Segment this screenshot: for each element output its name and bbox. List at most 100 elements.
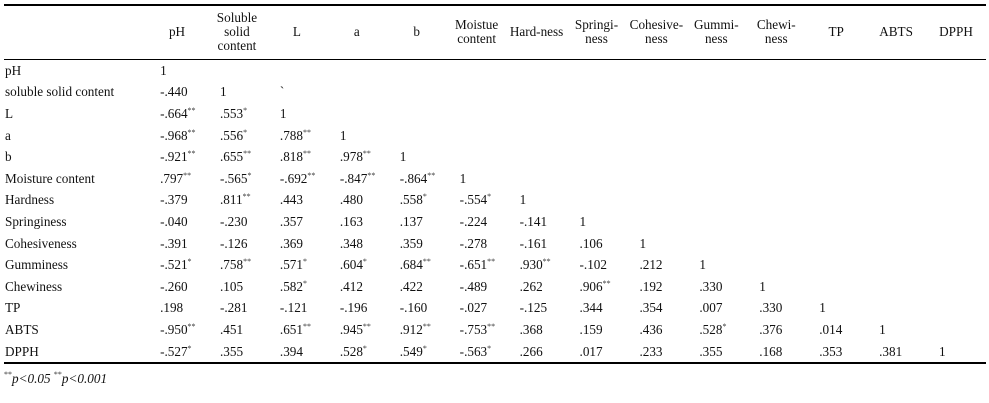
cell-value: .480 <box>339 192 363 208</box>
significance-mark: ** <box>302 127 311 137</box>
table-cell: .014 <box>806 319 866 341</box>
table-cell: -.125 <box>507 298 567 320</box>
table-cell <box>387 103 447 125</box>
table-cell: -.563* <box>447 341 507 364</box>
table-cell <box>746 146 806 168</box>
cell-value: .528 <box>699 321 723 337</box>
significance-mark: ** <box>362 149 371 159</box>
table-cell: -.864** <box>387 168 447 190</box>
footnote-text-2: p<0.001 <box>61 371 108 386</box>
cell-value: .945 <box>339 321 363 337</box>
column-header: L <box>292 24 301 39</box>
table-cell <box>207 60 267 82</box>
table-cell <box>746 60 806 82</box>
table-row: DPPH -.527* .355.394.528* .549* -.563* .266.0… <box>4 341 986 364</box>
table-cell: -.664** <box>147 103 207 125</box>
cell-value: .604 <box>339 257 363 273</box>
table-cell: .106 <box>567 233 627 255</box>
table-cell: .330 <box>746 298 806 320</box>
table-cell <box>626 146 686 168</box>
cell-value: -.281 <box>219 300 248 316</box>
table-cell: -.391 <box>147 233 207 255</box>
table-cell: 1 <box>926 341 986 364</box>
cell-value: .212 <box>639 257 663 273</box>
table-cell: .348 <box>327 233 387 255</box>
cell-value: .369 <box>279 235 303 251</box>
cell-value: -.125 <box>519 300 548 316</box>
table-cell <box>507 168 567 190</box>
cell-value: .451 <box>219 321 244 337</box>
row-label: L <box>5 105 14 121</box>
cell-value: -.521 <box>160 257 188 273</box>
significance-mark: * <box>187 343 192 353</box>
table-row: pH 1 <box>4 60 986 82</box>
table-cell: .604* <box>327 254 387 276</box>
cell-value: -.278 <box>459 235 488 251</box>
table-cell: -.489 <box>447 276 507 298</box>
table-cell <box>866 82 926 104</box>
cell-value: .105 <box>219 278 244 294</box>
table-cell: .357 <box>267 211 327 233</box>
significance-mark: * <box>302 278 307 288</box>
cell-value: -.563 <box>459 343 488 359</box>
table-cell: -.692** <box>267 168 327 190</box>
significance-mark: ** <box>602 278 611 288</box>
table-cell: -.260 <box>147 276 207 298</box>
cell-value: .381 <box>879 343 903 359</box>
table-cell: .788** <box>267 125 327 147</box>
table-cell: -.224 <box>447 211 507 233</box>
cell-value: 1 <box>879 321 886 337</box>
table-cell: .394 <box>267 341 327 364</box>
table-cell <box>926 298 986 320</box>
cell-value: .655 <box>219 149 244 165</box>
table-cell <box>746 168 806 190</box>
table-cell: .422 <box>387 276 447 298</box>
table-cell: .556* <box>207 125 267 147</box>
table-cell <box>626 60 686 82</box>
table-cell <box>866 60 926 82</box>
cell-value: .159 <box>579 321 603 337</box>
cell-value: .912 <box>399 321 423 337</box>
table-cell: .168 <box>746 341 806 364</box>
significance-mark: * <box>487 192 492 202</box>
significance-mark: ** <box>422 321 431 331</box>
significance-mark: * <box>422 192 427 202</box>
cell-value: ` <box>279 84 285 100</box>
table-cell: 1 <box>147 60 207 82</box>
table-body: pH 1 soluble solid content -.440 1 ` L -.664**.… <box>4 60 986 364</box>
significance-mark: ** <box>183 170 192 180</box>
significance-mark: ** <box>187 321 196 331</box>
table-cell <box>626 190 686 212</box>
cell-value: .394 <box>279 343 303 359</box>
table-cell: .355 <box>686 341 746 364</box>
table-cell: .353 <box>806 341 866 364</box>
table-cell: 1 <box>567 211 627 233</box>
table-cell: -.281 <box>207 298 267 320</box>
table-cell <box>686 82 746 104</box>
table-cell: .212 <box>626 254 686 276</box>
table-cell <box>926 125 986 147</box>
table-row: ABTS -.950** .451.651** .945** .912** -.753**… <box>4 319 986 341</box>
table-cell <box>806 103 866 125</box>
column-header: a <box>353 24 360 39</box>
cell-value: .422 <box>399 278 423 294</box>
cell-value: -.692 <box>279 170 308 186</box>
cell-value: -.391 <box>160 235 188 251</box>
significance-mark: ** <box>302 149 311 159</box>
table-cell <box>806 190 866 212</box>
table-cell: .528* <box>327 341 387 364</box>
table-cell <box>626 168 686 190</box>
table-cell <box>926 146 986 168</box>
cell-value: 1 <box>579 213 587 229</box>
table-cell <box>746 82 806 104</box>
cell-value: .007 <box>699 300 723 316</box>
table-cell: -.027 <box>447 298 507 320</box>
table-cell: 1 <box>447 168 507 190</box>
column-header: b <box>413 24 420 39</box>
table-cell <box>746 233 806 255</box>
table-cell <box>327 82 387 104</box>
table-cell <box>746 254 806 276</box>
cell-value: -.753 <box>459 321 488 337</box>
